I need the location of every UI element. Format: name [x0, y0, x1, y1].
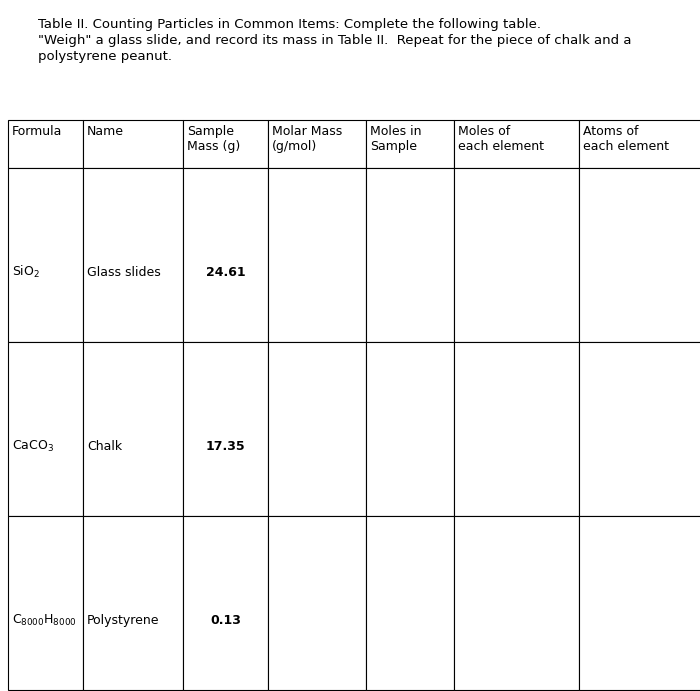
Bar — [83, 516, 183, 690]
Text: Glass slides: Glass slides — [87, 266, 161, 279]
Text: 17.35: 17.35 — [206, 440, 245, 453]
Text: Moles of
each element: Moles of each element — [458, 125, 544, 153]
Bar — [268, 168, 366, 342]
Bar — [8, 516, 83, 690]
Text: "Weigh" a glass slide, and record its mass in Table II.  Repeat for the piece of: "Weigh" a glass slide, and record its ma… — [38, 34, 631, 47]
Text: Formula: Formula — [12, 125, 62, 138]
Bar — [366, 342, 454, 516]
Text: Atoms of
each element: Atoms of each element — [583, 125, 669, 153]
Bar — [366, 120, 454, 168]
Bar — [8, 342, 83, 516]
Bar — [83, 342, 183, 516]
Text: Name: Name — [87, 125, 124, 138]
Text: Moles in
Sample: Moles in Sample — [370, 125, 421, 153]
Text: 24.61: 24.61 — [206, 266, 245, 279]
Bar — [579, 516, 700, 690]
Bar — [454, 120, 579, 168]
Bar — [268, 342, 366, 516]
Bar — [83, 168, 183, 342]
Text: Polystyrene: Polystyrene — [87, 614, 160, 627]
Text: polystyrene peanut.: polystyrene peanut. — [38, 50, 172, 63]
Text: Molar Mass
(g/mol): Molar Mass (g/mol) — [272, 125, 342, 153]
Text: Sample
Mass (g): Sample Mass (g) — [187, 125, 240, 153]
Bar — [8, 168, 83, 342]
Bar — [83, 120, 183, 168]
Bar — [454, 168, 579, 342]
Bar — [183, 120, 268, 168]
Bar — [366, 516, 454, 690]
Bar — [183, 516, 268, 690]
Text: Chalk: Chalk — [87, 440, 122, 453]
Bar — [579, 342, 700, 516]
Bar — [183, 168, 268, 342]
Bar — [8, 120, 83, 168]
Bar — [579, 168, 700, 342]
Text: Table II. Counting Particles in Common Items: Complete the following table.: Table II. Counting Particles in Common I… — [38, 18, 541, 31]
Bar — [268, 120, 366, 168]
Text: 0.13: 0.13 — [210, 614, 241, 627]
Bar — [268, 516, 366, 690]
Bar — [579, 120, 700, 168]
Text: C$_{8000}$H$_{8000}$: C$_{8000}$H$_{8000}$ — [12, 613, 77, 628]
Bar — [366, 168, 454, 342]
Text: SiO$_2$: SiO$_2$ — [12, 265, 40, 281]
Bar — [454, 342, 579, 516]
Bar — [454, 516, 579, 690]
Bar — [183, 342, 268, 516]
Text: CaCO$_3$: CaCO$_3$ — [12, 439, 54, 454]
